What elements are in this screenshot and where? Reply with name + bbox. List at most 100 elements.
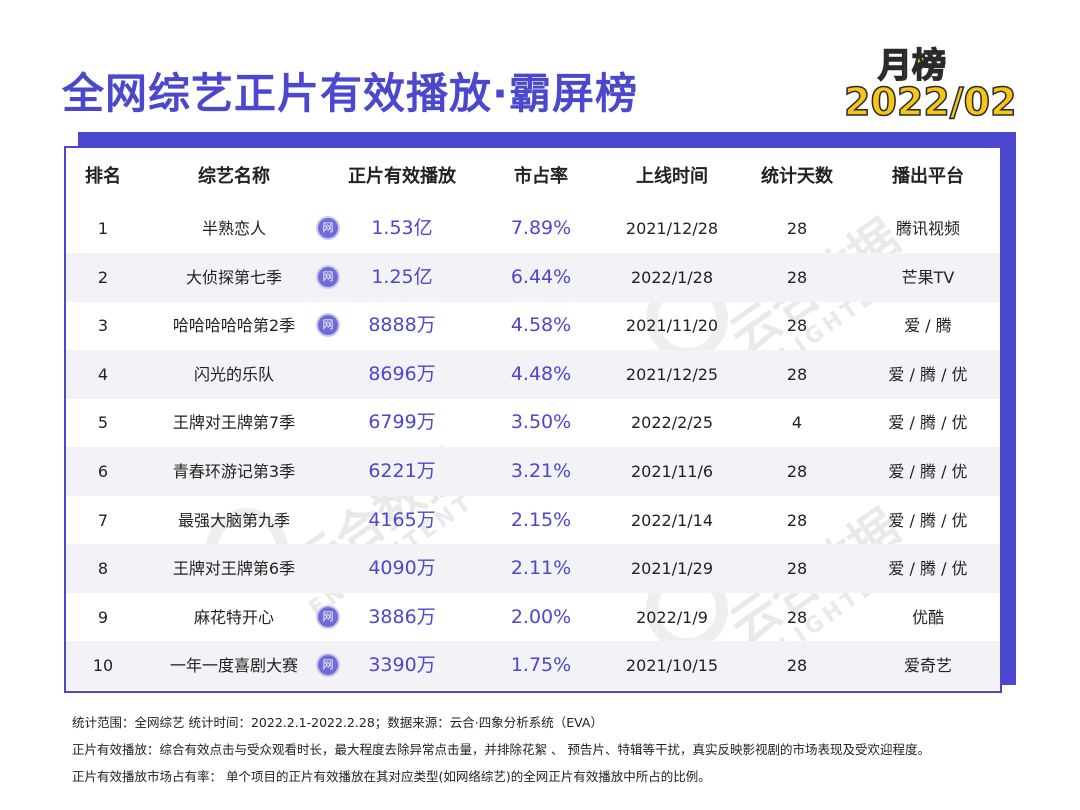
cell-name: 半熟恋人 [201,219,266,238]
cell-share: 2.00% [510,605,572,628]
cell-share: 4.48% [510,362,572,385]
cell-rank: 1 [97,219,109,238]
table-row: 6 青春环游记第3季 6221万 3.21% 2021/11/6 28 爱 / 腾 / 优 [66,447,1000,496]
cell-days: 28 [786,510,808,530]
footer-scope: 统计范围：全网综艺 统计时间：2022.2.1-2022.2.28；数据来源：云… [72,715,603,730]
table-row: 4 闪光的乐队 8696万 4.48% 2021/12/25 28 爱 / 腾 / 优 [66,349,1000,399]
cell-name: 闪光的乐队 [193,364,274,384]
cell-share: 4.58% [510,314,572,337]
cell-share: 3.50% [510,411,572,434]
cell-play: 1.25亿 [371,265,433,288]
cell-days: 28 [786,219,808,238]
cell-platform: 腾讯视频 [895,219,960,238]
cell-date: 2021/1/29 [630,559,714,579]
cell-days: 28 [786,559,808,579]
cell-play: 6799万 [368,411,436,434]
cell-platform: 爱 / 腾 / 优 [888,510,968,530]
cell-share: 7.89% [510,217,572,239]
cell-platform: 优酷 [911,607,944,627]
cell-name: 王牌对王牌第7季 [172,413,296,433]
cell-name: 麻花特开心 [193,607,274,627]
ranking-table: 云合数据 ENLIGHTENT 云合数据 ENLIGHTENT 云合数据 ENL… [64,146,1002,693]
cell-share: 6.44% [510,265,572,288]
cell-rank: 8 [97,559,109,579]
footer-share-definition: 正片有效播放市场占有率： 单个项目的正片有效播放在其对应类型(如网络综艺)的全网… [72,769,711,784]
cell-play: 3390万 [368,654,436,677]
cell-share: 2.11% [510,557,572,580]
col-play-header: 正片有效播放 [348,166,456,187]
cell-rank: 9 [97,607,109,627]
cell-play: 1.53亿 [371,217,433,239]
cell-date: 2022/1/14 [630,510,714,530]
cell-days: 28 [786,656,808,676]
col-name-header: 综艺名称 [198,166,270,187]
network-variety-icon: 网 [318,606,338,627]
network-variety-icon: 网 [318,655,338,676]
cell-date: 2021/12/28 [625,219,719,238]
cell-days: 4 [791,413,803,433]
badge-month: 月榜 [877,45,947,87]
cell-rank: 5 [97,413,109,433]
cell-name: 大侦探第七季 [185,267,282,287]
cell-date: 2021/11/6 [630,462,714,481]
cell-platform: 爱 / 腾 / 优 [888,462,968,481]
table-row: 9 麻花特开心 3886万 2.00% 2022/1/9 28 优酷 网 [66,593,1000,642]
cell-share: 1.75% [510,654,572,677]
cell-platform: 芒果TV [901,267,955,287]
table-row: 10 一年一度喜剧大赛 3390万 1.75% 2021/10/15 28 爱奇艺 网 [66,641,1000,691]
cell-rank: 7 [97,510,109,530]
cell-platform: 爱 / 腾 / 优 [888,413,968,433]
cell-name: 青春环游记第3季 [172,462,296,481]
cell-date: 2022/1/28 [630,267,714,287]
table-row: 3 哈哈哈哈哈第2季 8888万 4.58% 2021/11/20 28 爱 / 腾 网 [66,301,1000,350]
footer-definition: 正片有效播放：综合有效点击与受众观看时长，最大程度去除异常点击量，并排除花絮 、… [72,742,930,757]
cell-days: 28 [786,462,808,481]
network-variety-icon: 网 [318,315,338,336]
cell-platform: 爱 / 腾 / 优 [888,559,968,579]
table-row: 2 大侦探第七季 1.25亿 6.44% 2022/1/28 28 芒果TV 网 [66,252,1000,302]
cell-days: 28 [786,267,808,287]
col-share-header: 市占率 [514,166,568,187]
cell-date: 2021/12/25 [625,364,719,384]
table-row: 1 半熟恋人 1.53亿 7.89% 2021/12/28 28 腾讯视频 网 [66,204,1000,253]
cell-play: 8888万 [368,314,436,337]
cell-date: 2021/10/15 [625,656,719,676]
cell-platform: 爱 / 腾 [904,316,952,336]
col-days-header: 统计天数 [761,166,833,187]
cell-rank: 3 [97,316,109,336]
cell-platform: 爱奇艺 [903,656,952,676]
table-row: 7 最强大脑第九季 4165万 2.15% 2022/1/14 28 爱 / 腾 / 优 [66,496,1000,545]
col-platform-header: 播出平台 [892,166,964,187]
network-variety-icon: 网 [318,266,338,287]
cell-days: 28 [786,607,808,627]
cell-rank: 10 [92,656,114,676]
cell-date: 2022/1/9 [636,607,708,627]
cell-name: 哈哈哈哈哈第2季 [172,316,296,336]
table-header: 排名 综艺名称 正片有效播放 市占率 上线时间 统计天数 播出平台 [66,162,1000,198]
cell-rank: 4 [97,364,109,384]
cell-name: 一年一度喜剧大赛 [169,656,298,676]
cell-date: 2021/11/20 [625,316,719,336]
cell-name: 王牌对王牌第6季 [172,559,296,579]
cell-platform: 爱 / 腾 / 优 [888,364,968,384]
table-row: 5 王牌对王牌第7季 6799万 3.50% 2022/2/25 4 爱 / 腾 / 优 [66,398,1000,447]
cell-date: 2022/2/25 [630,413,714,433]
cell-name: 最强大脑第九季 [177,510,290,530]
cell-days: 28 [786,316,808,336]
cell-days: 28 [786,364,808,384]
cell-play: 8696万 [368,362,436,385]
cell-rank: 2 [97,267,109,287]
badge-year: 2022/02 [843,79,1017,125]
cell-share: 3.21% [510,460,572,482]
cell-play: 3886万 [368,605,436,628]
cell-play: 6221万 [368,460,436,482]
network-variety-icon: 网 [318,218,338,238]
cell-play: 4090万 [368,557,436,580]
col-rank-header: 排名 [85,166,121,187]
col-date-header: 上线时间 [636,166,708,187]
cell-rank: 6 [97,462,109,481]
cell-share: 2.15% [510,508,572,531]
cell-play: 4165万 [368,508,436,531]
page-title: 全网综艺正片有效播放·霸屏榜 [62,69,638,118]
table-row: 8 王牌对王牌第6季 4090万 2.11% 2021/1/29 28 爱 / 腾 / 优 [66,544,1000,594]
